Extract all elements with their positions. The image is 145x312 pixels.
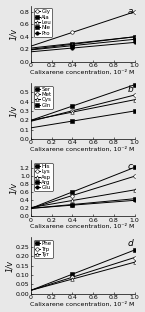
X-axis label: Calixarene concentration, 10⁻² M: Calixarene concentration, 10⁻² M — [30, 69, 135, 75]
Legend: Ser, Met, Cys, Gln: Ser, Met, Cys, Gln — [34, 85, 53, 109]
Legend: His, Lys, Asp, Arg, Glu: His, Lys, Asp, Arg, Glu — [34, 163, 53, 191]
Text: c: c — [127, 162, 132, 171]
X-axis label: Calixarene concentration, 10⁻² M: Calixarene concentration, 10⁻² M — [30, 147, 135, 152]
Legend: Phe, Trp, Tyr: Phe, Trp, Tyr — [34, 240, 53, 258]
Legend: Gly, Ala, Leu, Nle, Pro: Gly, Ala, Leu, Nle, Pro — [34, 8, 52, 37]
Y-axis label: 1/v: 1/v — [9, 182, 18, 194]
X-axis label: Calixarene concentration, 10⁻² M: Calixarene concentration, 10⁻² M — [30, 224, 135, 229]
Y-axis label: 1/v: 1/v — [9, 105, 18, 117]
Y-axis label: 1/v: 1/v — [9, 28, 18, 40]
Text: b: b — [127, 85, 133, 94]
Text: d: d — [127, 239, 133, 248]
Y-axis label: 1/v: 1/v — [6, 260, 14, 271]
X-axis label: Calixarene concentration, 10⁻² M: Calixarene concentration, 10⁻² M — [30, 301, 135, 306]
Text: a: a — [127, 7, 133, 16]
